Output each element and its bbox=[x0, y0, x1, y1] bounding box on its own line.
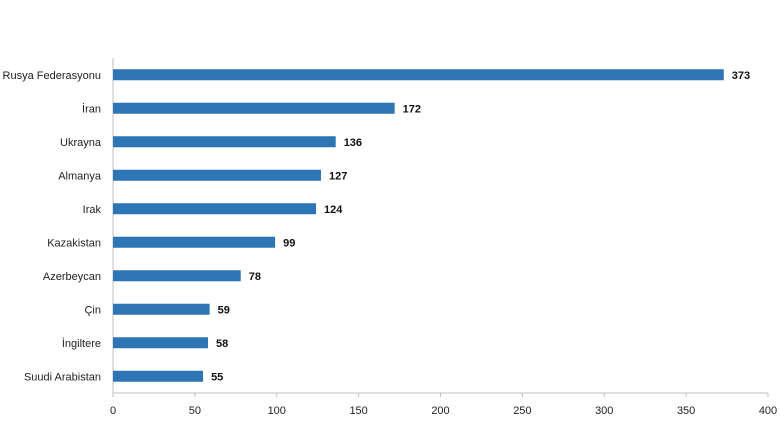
bar-8 bbox=[113, 337, 208, 349]
bars-group bbox=[113, 69, 724, 382]
bar-7 bbox=[113, 303, 210, 315]
value-label-0: 373 bbox=[732, 70, 750, 82]
category-label-5: Kazakistan bbox=[47, 237, 101, 249]
value-label-6: 78 bbox=[249, 271, 261, 283]
x-tick-label-4: 200 bbox=[431, 405, 449, 417]
value-label-4: 124 bbox=[324, 204, 343, 216]
x-tick-label-6: 300 bbox=[595, 405, 613, 417]
bar-2 bbox=[113, 136, 336, 148]
value-label-7: 59 bbox=[218, 304, 230, 316]
category-label-0: Rusya Federasyonu bbox=[3, 70, 101, 82]
category-label-6: Azerbeycan bbox=[43, 271, 101, 283]
bar-0 bbox=[113, 69, 724, 81]
category-label-9: Suudi Arabistan bbox=[24, 371, 101, 383]
category-label-8: İngiltere bbox=[62, 337, 101, 350]
x-tick-label-0: 0 bbox=[110, 405, 116, 417]
category-label-3: Almanya bbox=[58, 170, 102, 182]
category-label-4: Irak bbox=[83, 204, 102, 216]
x-tick-label-8: 400 bbox=[759, 405, 777, 417]
category-label-2: Ukrayna bbox=[60, 137, 102, 149]
value-label-3: 127 bbox=[329, 170, 347, 182]
value-label-1: 172 bbox=[403, 103, 421, 115]
bar-6 bbox=[113, 270, 241, 282]
value-labels: 373 172 136 127 124 99 78 59 58 55 bbox=[211, 70, 750, 384]
value-label-2: 136 bbox=[344, 137, 362, 149]
category-labels: Rusya Federasyonu İran Ukrayna Almanya Irak K… bbox=[3, 70, 102, 384]
bar-5 bbox=[113, 236, 276, 248]
x-tick-label-2: 100 bbox=[268, 405, 286, 417]
x-tick-label-3: 150 bbox=[349, 405, 367, 417]
value-label-9: 55 bbox=[211, 371, 223, 383]
x-tick-label-1: 50 bbox=[189, 405, 201, 417]
value-label-5: 99 bbox=[283, 237, 295, 249]
x-tick-label-7: 350 bbox=[677, 405, 695, 417]
bar-9 bbox=[113, 370, 204, 382]
bar-3 bbox=[113, 169, 321, 181]
category-label-1: İran bbox=[82, 102, 101, 115]
value-label-8: 58 bbox=[216, 338, 228, 350]
bar-1 bbox=[113, 102, 395, 114]
x-tick-label-5: 250 bbox=[513, 405, 531, 417]
bar-4 bbox=[113, 203, 317, 215]
category-label-7: Çin bbox=[84, 304, 101, 316]
x-axis-ticks: 0 50 100 150 200 250 300 350 400 bbox=[110, 393, 777, 417]
